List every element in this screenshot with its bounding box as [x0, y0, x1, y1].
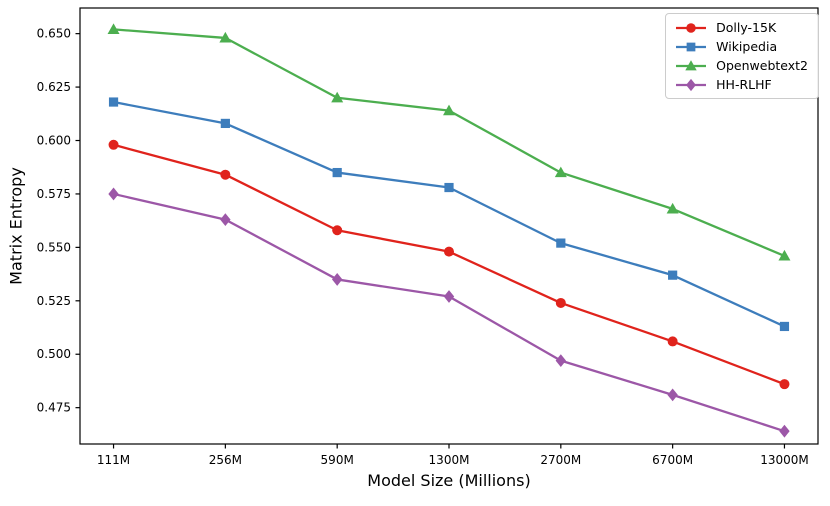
- square-marker-icon: [676, 42, 707, 51]
- x-tick-label: 111M: [97, 453, 130, 467]
- y-tick-label: 0.650: [37, 27, 71, 41]
- square-marker-icon: [686, 42, 696, 51]
- triangle-marker-icon: [676, 59, 707, 70]
- legend-item-dolly-15k: Dolly-15K: [674, 20, 808, 35]
- circle-marker-icon: [676, 22, 707, 33]
- square-marker-icon: [444, 182, 454, 193]
- legend-label: HH-RLHF: [716, 77, 772, 92]
- y-axis-ticks: 0.475 0.500 0.525 0.550 0.575 0.600 0.625 0.650: [37, 27, 80, 415]
- diamond-marker-icon: [220, 213, 231, 226]
- diamond-marker-icon: [443, 290, 455, 303]
- triangle-marker-icon: [107, 23, 120, 34]
- square-marker-icon: [668, 270, 678, 280]
- diamond-marker-icon: [108, 187, 119, 201]
- y-tick-label: 0.500: [37, 347, 71, 361]
- series-wikipedia: [108, 97, 790, 332]
- circle-marker-icon: [686, 22, 696, 33]
- legend-item-wikipedia: Wikipedia: [674, 39, 808, 54]
- y-tick-label: 0.575: [37, 187, 71, 201]
- legend: Dolly-15K Wikipedia Openwebtext2 HH-RLHF: [665, 13, 819, 99]
- circle-marker-icon: [779, 379, 790, 390]
- x-tick-label: 2700M: [540, 453, 581, 467]
- diamond-marker-icon: [667, 388, 678, 402]
- triangle-marker-icon: [331, 91, 344, 103]
- legend-label: Dolly-15K: [716, 20, 777, 35]
- x-tick-label: 6700M: [652, 453, 693, 467]
- circle-marker-icon: [332, 225, 343, 236]
- diamond-marker-icon: [676, 78, 707, 91]
- diamond-marker-icon: [779, 424, 790, 438]
- y-tick-label: 0.625: [37, 80, 71, 94]
- y-tick-label: 0.600: [37, 134, 71, 148]
- y-tick-label: 0.550: [37, 240, 71, 254]
- series-line: [112, 143, 786, 386]
- circle-marker-icon: [555, 297, 566, 308]
- square-marker-icon: [556, 238, 566, 248]
- triangle-marker-icon: [685, 59, 697, 70]
- square-marker-icon: [220, 118, 230, 129]
- triangle-marker-icon: [778, 249, 791, 261]
- series-dolly-15k: [108, 139, 790, 390]
- legend-item-openwebtext2: Openwebtext2: [674, 58, 808, 73]
- y-axis-label: Matrix Entropy: [6, 167, 26, 285]
- diamond-marker-icon: [555, 354, 567, 368]
- series-line: [112, 192, 786, 433]
- triangle-marker-icon: [219, 31, 232, 43]
- legend-label: Openwebtext2: [716, 58, 808, 73]
- triangle-marker-icon: [554, 166, 567, 178]
- y-tick-label: 0.525: [37, 294, 71, 308]
- square-marker-icon: [779, 321, 790, 332]
- legend-item-hh-rlhf: HH-RLHF: [674, 77, 808, 92]
- square-marker-icon: [108, 97, 119, 107]
- diamond-marker-icon: [686, 78, 697, 91]
- x-axis-ticks: 111M 256M 590M 1300M 2700M 6700M 13000M: [97, 444, 809, 467]
- circle-marker-icon: [667, 336, 678, 347]
- series-openwebtext2: [107, 23, 791, 261]
- series-hh-rlhf: [108, 187, 790, 438]
- circle-marker-icon: [108, 139, 119, 150]
- x-tick-label: 1300M: [429, 453, 470, 467]
- triangle-marker-icon: [443, 104, 455, 116]
- circle-marker-icon: [220, 169, 231, 180]
- diamond-marker-icon: [331, 273, 343, 286]
- x-tick-label: 256M: [209, 453, 242, 467]
- y-tick-label: 0.475: [37, 401, 71, 415]
- x-tick-label: 13000M: [760, 453, 809, 467]
- triangle-marker-icon: [666, 202, 679, 214]
- x-tick-label: 590M: [321, 453, 354, 467]
- x-axis-label: Model Size (Millions): [367, 471, 531, 490]
- legend-label: Wikipedia: [716, 39, 778, 54]
- circle-marker-icon: [444, 246, 454, 257]
- square-marker-icon: [332, 167, 342, 178]
